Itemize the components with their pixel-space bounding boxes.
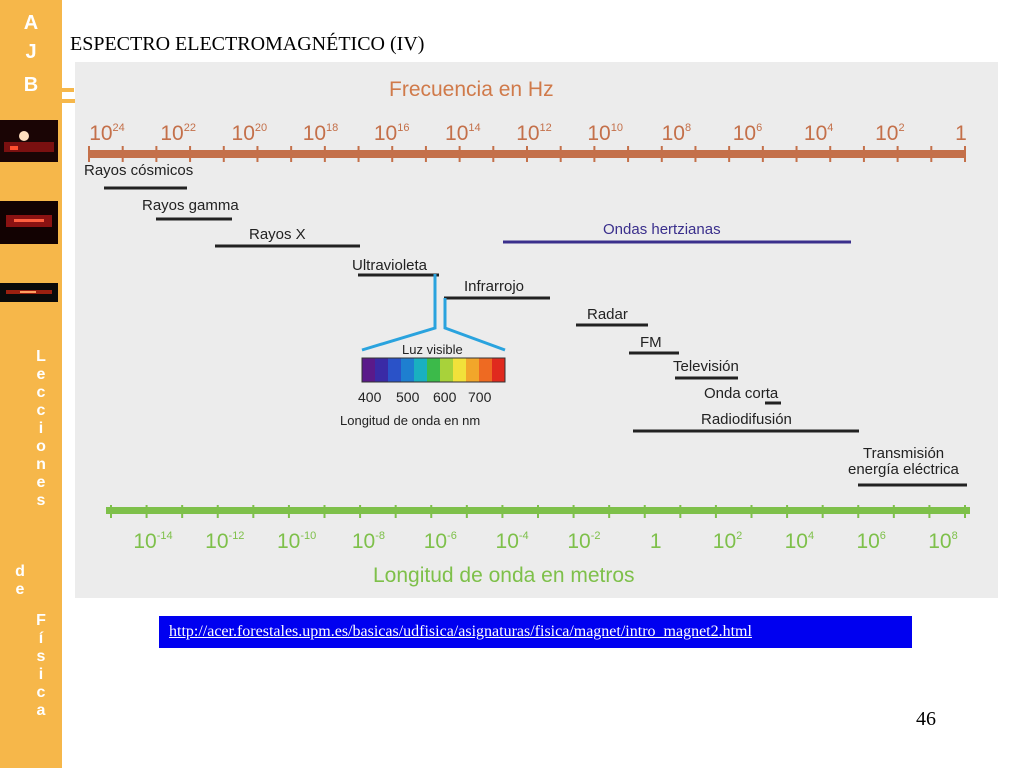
wave-tick-label: 1 [650, 530, 662, 553]
band-label-cosmic: Rayos cósmicos [84, 162, 193, 179]
band-label-xray: Rayos X [249, 226, 306, 243]
wave-axis-title: Longitud de onda en metros [373, 564, 635, 587]
wave-tick-labels: 10-14 10-12 10-10 10-8 10-6 10-4 10-2 1 102 104 10… [133, 530, 957, 553]
visible-color-cell [388, 358, 402, 382]
visible-color-cell [466, 358, 480, 382]
visible-bracket-right [443, 298, 506, 352]
band-label-power-1: Transmisión [863, 445, 944, 462]
wave-tick-label: 10-6 [424, 530, 457, 553]
wave-tick-label: 104 [785, 530, 814, 553]
visible-color-cell [362, 358, 376, 382]
freq-tick-label: 106 [733, 122, 762, 145]
wave-tick-label: 106 [856, 530, 885, 553]
visible-tick-600: 600 [433, 389, 457, 405]
thumbnail-image-3 [0, 283, 58, 302]
freq-tick-label: 1 [955, 122, 967, 145]
logo-bar-top [60, 88, 74, 92]
band-label-broadcast: Radiodifusión [701, 411, 792, 428]
wave-tick-label: 108 [928, 530, 957, 553]
freq-tick-label: 1016 [374, 122, 410, 145]
visible-color-cell [375, 358, 389, 382]
freq-tick-label: 1014 [445, 122, 481, 145]
visible-color-cell [414, 358, 428, 382]
freq-tick-label: 1010 [587, 122, 623, 145]
visible-color-cell [440, 358, 454, 382]
thumbnail-image-2 [0, 201, 58, 244]
thumbnail-image-1 [0, 120, 58, 162]
freq-tick-label: 104 [804, 122, 833, 145]
logo-letter-a: A [23, 12, 39, 34]
logo-letter-j: J [25, 41, 37, 63]
source-link[interactable]: http://acer.forestales.upm.es/basicas/ud… [169, 623, 752, 640]
freq-tick-label: 1022 [160, 122, 196, 145]
page-number: 46 [916, 708, 936, 730]
wave-tick-label: 10-4 [496, 530, 529, 553]
wave-tick-label: 10-8 [352, 530, 385, 553]
band-label-ir: Infrarrojo [464, 278, 524, 295]
visible-color-cell [401, 358, 415, 382]
visible-tick-700: 700 [468, 389, 492, 405]
visible-tick-400: 400 [358, 389, 382, 405]
spectrum-diagram: Frecuencia en Hz 1024 1022 1020 1018 1016 101… [75, 62, 998, 598]
wave-tick-label: 102 [713, 530, 742, 553]
slide-title: ESPECTRO ELECTROMAGNÉTICO (IV) [70, 33, 425, 55]
freq-tick-label: 108 [662, 122, 691, 145]
freq-tick-label: 1018 [303, 122, 339, 145]
visible-color-strip [361, 357, 506, 383]
visible-color-cell [427, 358, 441, 382]
freq-tick-marks [88, 146, 966, 162]
wave-tick-label: 10-2 [567, 530, 600, 553]
visible-color-cell [492, 358, 506, 382]
freq-axis-title: Frecuencia en Hz [389, 78, 554, 101]
visible-tick-500: 500 [396, 389, 420, 405]
band-label-power-2: energía eléctrica [848, 461, 960, 478]
wave-tick-marks [110, 505, 966, 518]
band-label-tv: Televisión [673, 358, 739, 375]
freq-tick-label: 102 [875, 122, 904, 145]
band-label-hertz: Ondas hertzianas [603, 221, 721, 238]
band-label-fm: FM [640, 334, 662, 351]
wave-tick-label: 10-10 [277, 530, 316, 553]
freq-tick-label: 1012 [516, 122, 552, 145]
band-label-radar: Radar [587, 306, 628, 323]
visible-title: Luz visible [402, 342, 463, 357]
band-label-short: Onda corta [704, 385, 779, 402]
visible-strip-border [361, 357, 506, 383]
band-label-uv: Ultravioleta [352, 257, 428, 274]
band-label-gamma: Rayos gamma [142, 197, 239, 214]
wave-tick-label: 10-14 [133, 530, 172, 553]
freq-tick-label: 1020 [232, 122, 268, 145]
source-link-box[interactable]: http://acer.forestales.upm.es/basicas/ud… [159, 616, 912, 648]
freq-tick-labels: 1024 1022 1020 1018 1016 1014 1012 1010 108 106 10… [89, 122, 967, 145]
spectrum-svg: Frecuencia en Hz 1024 1022 1020 1018 1016 101… [84, 78, 970, 587]
visible-axis-label: Longitud de onda en nm [340, 413, 480, 428]
visible-bracket-left [361, 274, 437, 352]
logo-letter-b: B [23, 74, 39, 96]
visible-color-cell [479, 358, 493, 382]
visible-color-cell [453, 358, 467, 382]
wave-tick-label: 10-12 [205, 530, 244, 553]
logo-bar-bottom [60, 99, 78, 103]
freq-tick-label: 1024 [89, 122, 125, 145]
